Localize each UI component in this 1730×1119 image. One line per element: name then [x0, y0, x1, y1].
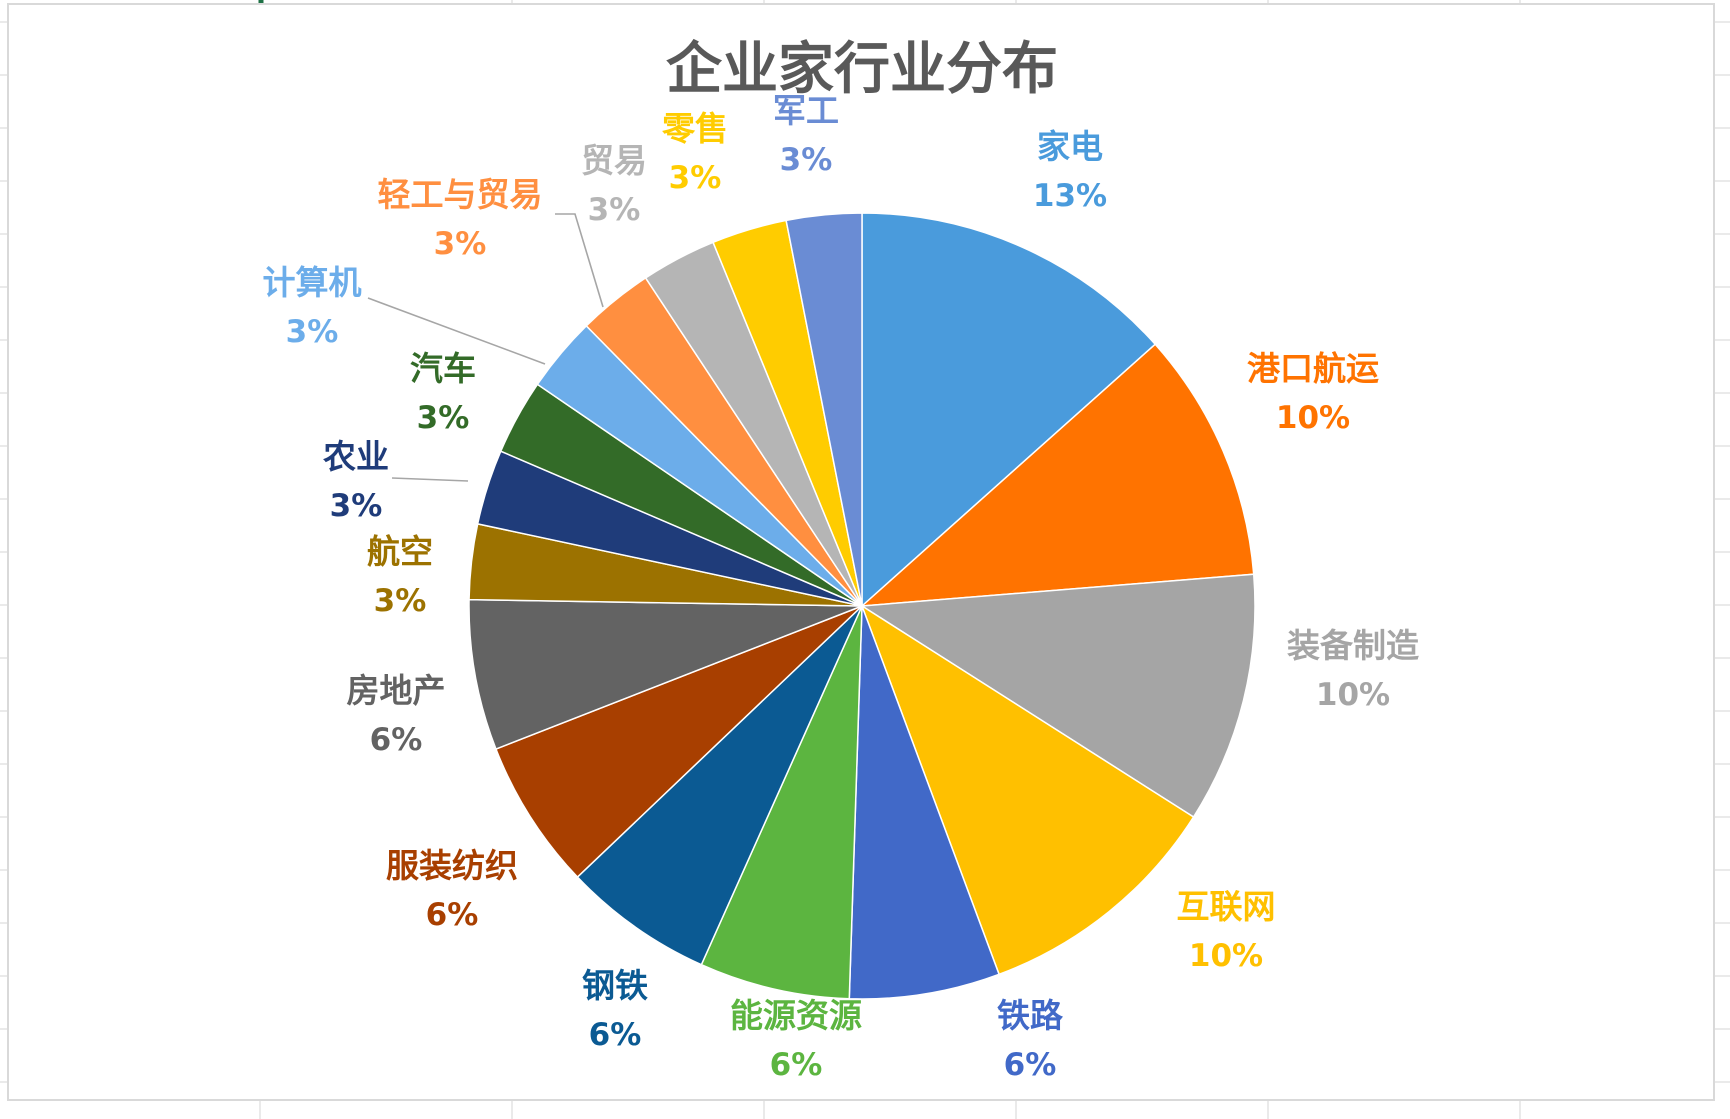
data-label-category-17[interactable]: 军工 — [773, 91, 839, 130]
data-label-category-11[interactable]: 农业 — [323, 437, 389, 476]
data-label-category-6[interactable]: 能源资源 — [730, 996, 862, 1035]
data-label-percent-6[interactable]: 6% — [770, 1047, 823, 1083]
leader-lines — [367, 213, 604, 482]
data-label-percent-4[interactable]: 10% — [1189, 938, 1263, 974]
pie-slice-1[interactable] — [861, 212, 1157, 608]
pie-slice-4[interactable] — [860, 604, 1195, 976]
data-label-category-5[interactable]: 铁路 — [997, 996, 1064, 1035]
leader-line-11 — [391, 477, 469, 482]
chart-title[interactable]: 企业家行业分布 — [666, 37, 1058, 102]
pie-slice-8[interactable] — [494, 605, 863, 879]
data-label-category-12[interactable]: 汽车 — [410, 349, 476, 388]
pie-slice-9[interactable] — [468, 598, 863, 750]
data-label-percent-13[interactable]: 3% — [286, 314, 339, 350]
data-label-category-4[interactable]: 互联网 — [1177, 887, 1276, 926]
data-labels: 家电 13% 港口航运 10% 装备制造 10% 互联网 10% 铁路 6% 能源资源 6% 钢铁 6% 服… — [263, 91, 1420, 1083]
data-label-percent-5[interactable]: 6% — [1004, 1047, 1057, 1083]
data-label-category-15[interactable]: 贸易 — [581, 141, 647, 180]
data-label-category-14[interactable]: 轻工与贸易 — [378, 175, 543, 214]
data-label-percent-16[interactable]: 3% — [669, 160, 722, 196]
pie-slice-5[interactable] — [848, 605, 1001, 1000]
leader-line-14 — [555, 213, 604, 308]
pie-slice-7[interactable] — [576, 605, 863, 966]
data-label-percent-2[interactable]: 10% — [1276, 400, 1350, 436]
data-label-percent-15[interactable]: 3% — [588, 192, 641, 228]
data-label-category-3[interactable]: 装备制造 — [1287, 626, 1419, 665]
pie-slices — [468, 212, 1256, 1000]
data-label-category-2[interactable]: 港口航运 — [1247, 349, 1379, 388]
data-label-percent-12[interactable]: 3% — [417, 400, 470, 436]
data-label-percent-11[interactable]: 3% — [330, 488, 383, 524]
data-label-percent-1[interactable]: 13% — [1033, 178, 1107, 214]
data-label-percent-17[interactable]: 3% — [780, 142, 833, 178]
data-label-category-10[interactable]: 航空 — [367, 532, 433, 571]
data-label-percent-10[interactable]: 3% — [374, 583, 427, 619]
data-label-category-7[interactable]: 钢铁 — [582, 966, 648, 1005]
data-label-percent-9[interactable]: 6% — [370, 722, 423, 758]
data-label-percent-8[interactable]: 6% — [426, 897, 479, 933]
data-label-percent-14[interactable]: 3% — [434, 226, 487, 262]
data-label-category-13[interactable]: 计算机 — [263, 263, 362, 302]
data-label-percent-3[interactable]: 10% — [1316, 677, 1390, 713]
pie-slice-17[interactable] — [785, 212, 863, 607]
leader-line-13 — [367, 297, 546, 365]
data-label-category-9[interactable]: 房地产 — [347, 671, 446, 710]
data-label-category-1[interactable]: 家电 — [1037, 127, 1103, 166]
pie-slice-2[interactable] — [859, 343, 1255, 607]
pie-slice-3[interactable] — [859, 573, 1256, 819]
data-label-percent-7[interactable]: 6% — [589, 1017, 642, 1053]
pie-slice-6[interactable] — [700, 605, 863, 1000]
data-label-category-16[interactable]: 零售 — [662, 109, 728, 148]
data-label-category-8[interactable]: 服装纺织 — [386, 846, 518, 885]
